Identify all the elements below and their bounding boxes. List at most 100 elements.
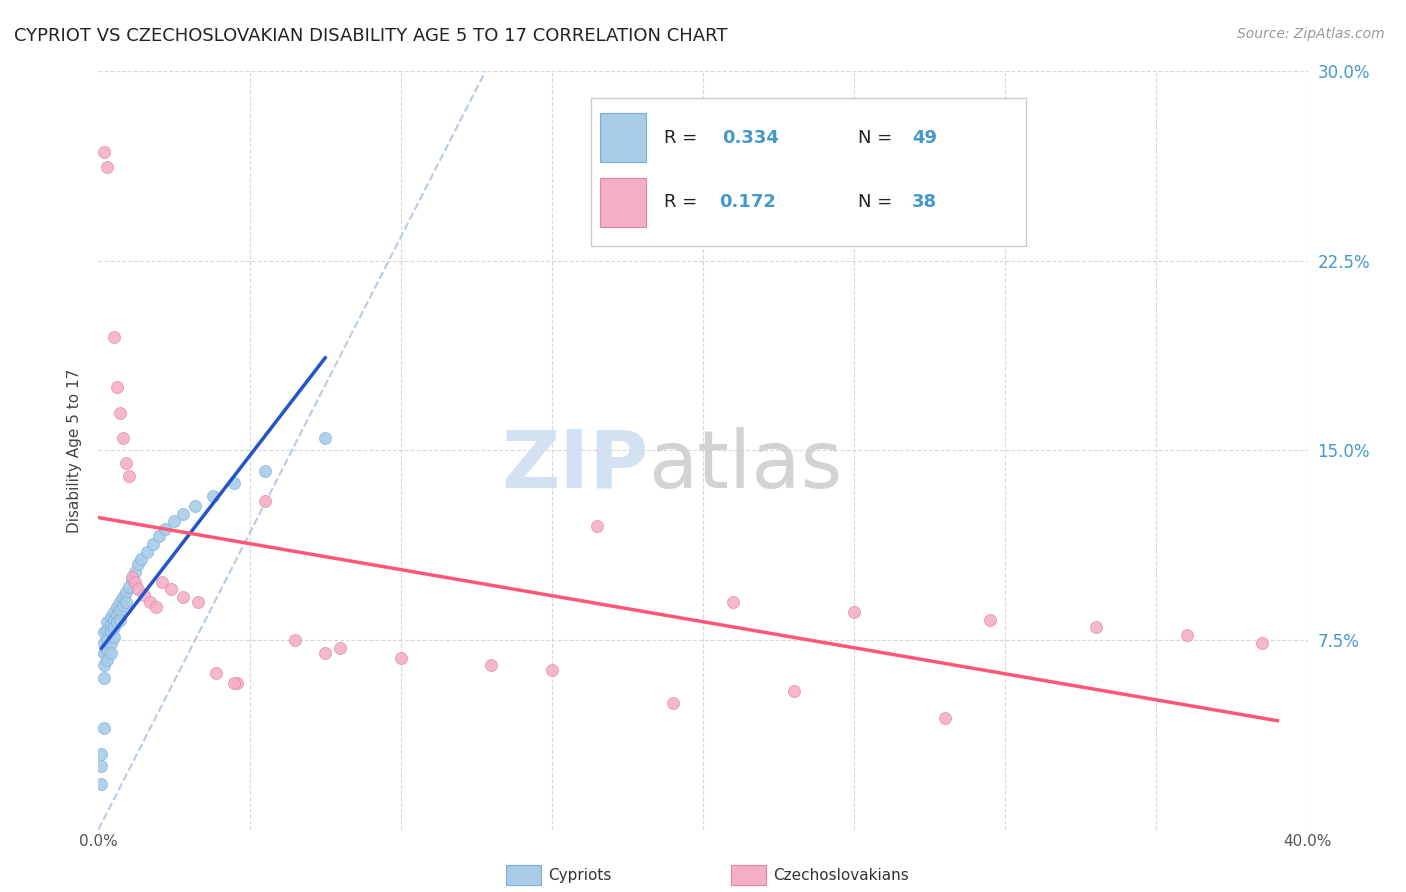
Point bbox=[103, 620, 125, 634]
Point bbox=[224, 676, 246, 690]
Point bbox=[93, 145, 115, 160]
Point bbox=[389, 650, 412, 665]
Point bbox=[127, 582, 149, 597]
Point bbox=[124, 565, 146, 579]
Text: R =: R = bbox=[664, 194, 703, 211]
Point bbox=[934, 711, 956, 725]
Point bbox=[111, 431, 134, 445]
Text: R =: R = bbox=[664, 128, 703, 146]
Point bbox=[172, 590, 194, 604]
Point bbox=[979, 613, 1001, 627]
Point bbox=[205, 665, 228, 680]
Point bbox=[844, 605, 866, 619]
Point bbox=[100, 625, 122, 640]
Point bbox=[100, 610, 122, 624]
Point bbox=[100, 646, 122, 660]
Point bbox=[108, 603, 131, 617]
Point bbox=[226, 676, 249, 690]
Point bbox=[661, 696, 683, 710]
Point bbox=[103, 330, 125, 344]
Point bbox=[90, 747, 112, 761]
Point bbox=[93, 635, 115, 649]
Point bbox=[103, 613, 125, 627]
Point bbox=[93, 722, 115, 736]
Point bbox=[150, 574, 173, 589]
Point bbox=[314, 646, 336, 660]
Point bbox=[96, 633, 118, 648]
Point bbox=[96, 653, 118, 667]
Point bbox=[108, 405, 131, 420]
Text: atlas: atlas bbox=[648, 426, 844, 505]
Point bbox=[314, 431, 336, 445]
Text: N =: N = bbox=[858, 194, 898, 211]
Point bbox=[103, 631, 125, 645]
Point bbox=[90, 759, 112, 773]
Point bbox=[1085, 620, 1108, 634]
Point bbox=[224, 476, 246, 491]
Text: CYPRIOT VS CZECHOSLOVAKIAN DISABILITY AGE 5 TO 17 CORRELATION CHART: CYPRIOT VS CZECHOSLOVAKIAN DISABILITY AG… bbox=[14, 27, 727, 45]
Point bbox=[202, 489, 225, 503]
Point bbox=[132, 588, 155, 602]
Point bbox=[105, 380, 128, 394]
Point bbox=[93, 658, 115, 673]
Point bbox=[127, 557, 149, 572]
Point bbox=[90, 777, 112, 791]
Text: 0.172: 0.172 bbox=[718, 194, 776, 211]
Point bbox=[153, 522, 176, 536]
Point bbox=[105, 607, 128, 622]
Point bbox=[96, 161, 118, 175]
Point bbox=[329, 640, 352, 655]
Point bbox=[114, 456, 136, 470]
Point bbox=[1251, 635, 1274, 649]
Point bbox=[100, 635, 122, 649]
Point bbox=[96, 615, 118, 630]
Point bbox=[135, 544, 157, 558]
Point bbox=[121, 570, 143, 584]
Point bbox=[184, 499, 207, 513]
Point bbox=[111, 598, 134, 612]
Point bbox=[93, 671, 115, 685]
Point bbox=[93, 625, 115, 640]
Point bbox=[111, 590, 134, 604]
Point bbox=[105, 600, 128, 615]
Point bbox=[108, 613, 131, 627]
Point bbox=[783, 683, 806, 698]
FancyBboxPatch shape bbox=[591, 98, 1026, 246]
Point bbox=[93, 646, 115, 660]
Point bbox=[481, 658, 503, 673]
FancyBboxPatch shape bbox=[600, 178, 647, 227]
Text: ZIP: ZIP bbox=[502, 426, 648, 505]
Point bbox=[540, 664, 562, 678]
Point bbox=[114, 585, 136, 599]
Text: Czechoslovakians: Czechoslovakians bbox=[773, 869, 910, 883]
Point bbox=[1175, 628, 1198, 642]
Text: Cypriots: Cypriots bbox=[548, 869, 612, 883]
Point bbox=[100, 617, 122, 632]
Y-axis label: Disability Age 5 to 17: Disability Age 5 to 17 bbox=[67, 368, 83, 533]
Text: N =: N = bbox=[858, 128, 898, 146]
Point bbox=[253, 494, 276, 508]
Point bbox=[118, 468, 141, 483]
Point bbox=[148, 529, 170, 543]
Text: 38: 38 bbox=[912, 194, 938, 211]
Point bbox=[124, 574, 146, 589]
Point bbox=[129, 552, 152, 566]
Point bbox=[96, 623, 118, 637]
Point bbox=[142, 537, 165, 551]
Point bbox=[145, 600, 167, 615]
Point bbox=[108, 595, 131, 609]
Point bbox=[96, 643, 118, 657]
Point bbox=[586, 519, 609, 533]
Text: Source: ZipAtlas.com: Source: ZipAtlas.com bbox=[1237, 27, 1385, 41]
Point bbox=[139, 595, 162, 609]
Point bbox=[253, 464, 276, 478]
Point bbox=[172, 507, 194, 521]
Point bbox=[160, 582, 183, 597]
Point bbox=[284, 633, 307, 648]
Point bbox=[187, 595, 209, 609]
Point bbox=[163, 514, 186, 528]
Point bbox=[114, 595, 136, 609]
Point bbox=[121, 573, 143, 587]
FancyBboxPatch shape bbox=[600, 113, 647, 162]
Point bbox=[105, 615, 128, 630]
